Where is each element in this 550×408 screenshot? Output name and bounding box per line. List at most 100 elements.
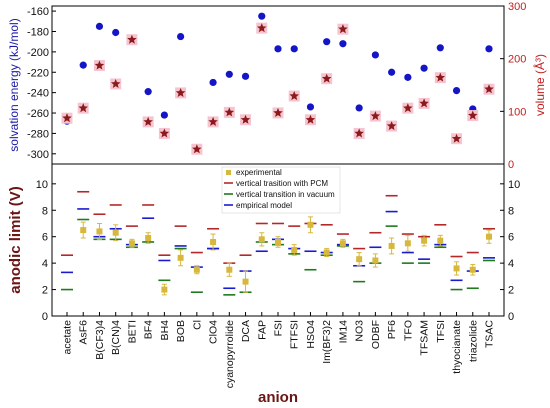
top-panel-marks (61, 12, 495, 155)
volume-point (240, 114, 251, 124)
category-label: TFSAM (419, 320, 431, 356)
anodic-tick-label-right: 4 (508, 258, 514, 270)
category-label: FAP (256, 320, 268, 340)
volume-axis-title: volume (Å³) (532, 54, 547, 116)
volume-point (386, 121, 397, 131)
experimental-point (226, 266, 233, 273)
legend: experimental vertical trasition with PCM… (221, 166, 341, 214)
category-label: PF6 (386, 320, 398, 339)
category-label: BETI (126, 320, 138, 343)
solvation-point (290, 45, 298, 53)
experimental-point (275, 238, 281, 245)
solvation-point (420, 64, 428, 72)
anodic-tick-label-right: 10 (508, 179, 520, 191)
volume-point (110, 78, 121, 88)
volume-point (419, 98, 429, 108)
experimental-point (161, 286, 168, 293)
category-label: IM14 (337, 320, 349, 344)
solvation-point (355, 104, 363, 112)
experimental-point (372, 257, 379, 264)
experimental-point (291, 246, 298, 253)
volume-point (62, 113, 72, 123)
category-label: B(CF3)4 (94, 320, 106, 360)
category-label: ClO4 (208, 320, 220, 344)
category-label: TSAC (484, 320, 496, 348)
legend-box (221, 166, 341, 214)
category-label: FSI (273, 320, 285, 336)
anodic-tick-label-right: 6 (508, 232, 514, 244)
category-label: DCA (240, 320, 252, 342)
anodic-tick-label-left: 0 (42, 311, 48, 323)
solvation-point (209, 78, 217, 87)
solvation-point (436, 44, 444, 52)
category-ticks: acetate AsF6 B(CF3)4 B(CN)4 BETI BF4 BH4 BOB Cl C… (62, 312, 496, 388)
solvation-point (241, 72, 250, 80)
category-label: Cl (191, 320, 203, 330)
solvation-point (485, 45, 493, 53)
bottom-panel-marks (61, 190, 495, 296)
volume-point (224, 107, 235, 117)
solvation-tick-label: -300 (27, 149, 49, 161)
solvation-point (452, 87, 461, 95)
category-label: TFSI (435, 320, 447, 343)
volume-tick-label: 0 (508, 159, 514, 171)
solvation-point (404, 73, 412, 81)
volume-point (257, 23, 267, 33)
anodic-tick-label-right: 2 (508, 285, 514, 297)
volume-tick-label: 100 (508, 106, 526, 118)
experimental-point (437, 237, 444, 244)
category-label: BOB (175, 320, 187, 342)
volume-point (403, 103, 413, 113)
category-label: FTFSI (289, 320, 301, 349)
volume-point (435, 72, 446, 82)
anodic-tick-label-left: 10 (36, 179, 48, 191)
experimental-point (404, 240, 411, 247)
volume-point (127, 34, 137, 44)
volume-axis-ticks: 0 100 200 300 (500, 1, 526, 171)
experimental-point (421, 237, 428, 244)
legend-vacuum-label: vertical transition in vacuum (236, 190, 335, 199)
volume-point (159, 128, 170, 138)
solvation-point (371, 51, 379, 59)
experimental-point (339, 240, 346, 247)
experimental-point (356, 256, 363, 263)
experimental-point (323, 249, 330, 256)
category-label: HSO4 (305, 320, 317, 349)
solvation-point (225, 70, 233, 78)
experimental-point (145, 235, 152, 242)
anodic-tick-label-left: 6 (42, 232, 48, 244)
volume-point (370, 111, 381, 121)
volume-point (94, 60, 105, 70)
solvation-tick-label: -240 (27, 88, 49, 100)
experimental-point (242, 278, 249, 285)
anodic-tick-label-left: 8 (42, 205, 48, 217)
experimental-point (80, 227, 87, 234)
anodic-axis-title: anodic limit (V) (7, 186, 24, 294)
experimental-point (453, 265, 460, 272)
category-label: BF4 (143, 320, 155, 339)
solvation-point (144, 88, 152, 96)
solvation-point (95, 22, 104, 30)
experimental-point (193, 266, 200, 273)
anodic-tick-label-right: 0 (508, 311, 514, 323)
category-label: cyanopyrrolide (224, 320, 236, 388)
solvation-point (323, 38, 331, 46)
volume-tick-label: 200 (508, 54, 526, 66)
experimental-point (210, 238, 217, 245)
anodic-axis-ticks: 0 0 2 2 4 4 6 6 8 8 10 10 (36, 179, 521, 323)
category-label: AsF6 (78, 320, 90, 345)
solvation-point (79, 61, 87, 69)
anodic-tick-label-left: 2 (42, 285, 48, 297)
experimental-point (486, 233, 492, 240)
solvation-axis-title: solvation energy (kJ/mol) (7, 18, 21, 151)
legend-experimental-marker (226, 170, 231, 175)
volume-point (143, 116, 153, 126)
legend-experimental-label: experimental (236, 168, 282, 177)
solvation-point (388, 68, 396, 76)
solvation-tick-label: -160 (27, 6, 49, 18)
solvation-tick-label: -260 (27, 108, 49, 120)
volume-point (305, 114, 316, 124)
solvation-tick-label: -220 (27, 67, 49, 79)
volume-point (175, 87, 186, 97)
